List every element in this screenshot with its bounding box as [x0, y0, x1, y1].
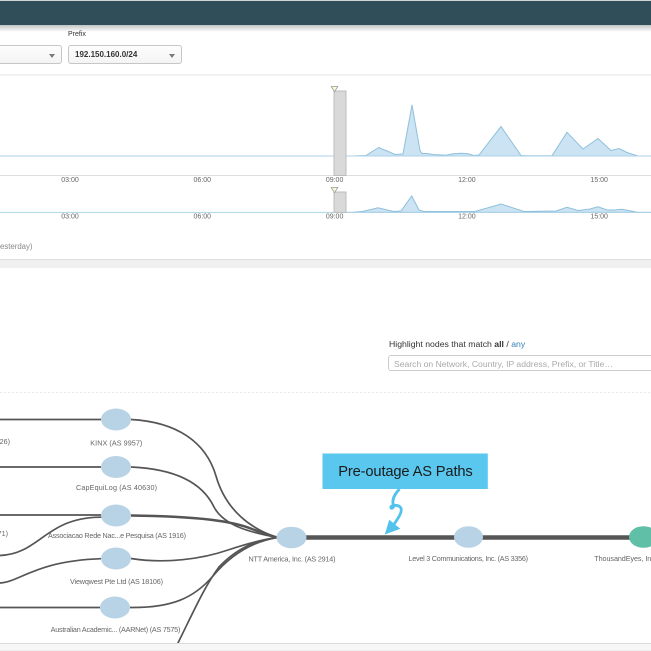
svg-text:03:00: 03:00 — [61, 177, 79, 184]
svg-text:12:00: 12:00 — [458, 177, 476, 184]
svg-text:09:00: 09:00 — [326, 177, 344, 184]
svg-text:CapEquiLog (AS 40630): CapEquiLog (AS 40630) — [76, 483, 157, 492]
svg-text:KINX (AS 9957): KINX (AS 9957) — [90, 439, 142, 448]
svg-text:15:00: 15:00 — [590, 177, 608, 184]
svg-text:06:00: 06:00 — [194, 177, 212, 184]
svg-text:ThousandEyes, Inc. (AS 394101): ThousandEyes, Inc. (AS 394101) — [594, 554, 651, 563]
svg-text:26): 26) — [0, 437, 10, 446]
svg-text:Viewqwest Pte Ltd (AS 18106): Viewqwest Pte Ltd (AS 18106) — [70, 577, 163, 586]
svg-text:Level 3 Communications, Inc. (: Level 3 Communications, Inc. (AS 3356) — [409, 554, 529, 563]
svg-text:Pre-outage AS Paths: Pre-outage AS Paths — [338, 464, 473, 480]
svg-text:06:00: 06:00 — [194, 214, 212, 221]
svg-text:Associacao Rede Nac...e Pesqui: Associacao Rede Nac...e Pesquisa (AS 191… — [48, 531, 186, 540]
svg-text:71): 71) — [0, 529, 8, 538]
svg-text:15:00: 15:00 — [590, 214, 608, 221]
svg-text:09:00: 09:00 — [326, 214, 344, 221]
svg-text:NTT America, Inc. (AS 2914): NTT America, Inc. (AS 2914) — [249, 555, 336, 564]
svg-text:12:00: 12:00 — [458, 214, 476, 221]
svg-text:03:00: 03:00 — [61, 214, 79, 221]
svg-text:Australian Academic... (AARNet: Australian Academic... (AARNet) (AS 7575… — [51, 625, 181, 634]
